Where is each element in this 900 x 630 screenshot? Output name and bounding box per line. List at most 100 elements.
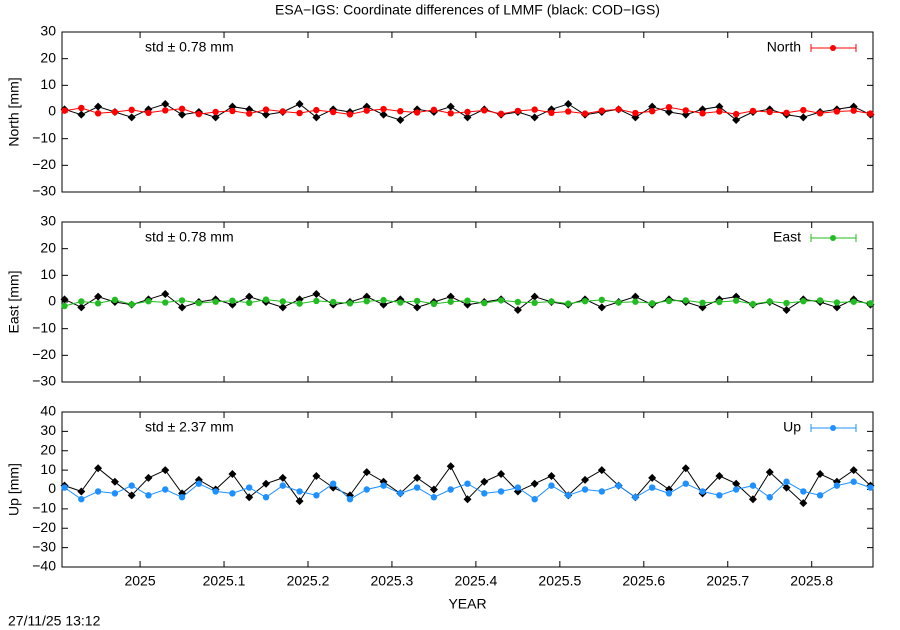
point	[397, 490, 404, 497]
point	[598, 107, 606, 114]
point	[648, 473, 657, 482]
point	[447, 486, 454, 493]
point	[480, 477, 489, 486]
point	[61, 484, 68, 491]
point	[766, 494, 773, 501]
y-tick-label: −10	[32, 129, 56, 145]
point	[447, 298, 454, 305]
point	[245, 292, 254, 301]
y-tick-label: 10	[40, 461, 56, 477]
x-tick-label: 2025.5	[538, 573, 581, 589]
point	[296, 300, 303, 307]
point	[497, 110, 505, 118]
point	[346, 111, 354, 118]
point	[716, 298, 723, 306]
point	[94, 464, 103, 473]
point	[464, 108, 471, 116]
point	[178, 105, 186, 113]
point	[531, 106, 538, 113]
point	[531, 299, 538, 306]
y-tick-label: 20	[40, 441, 56, 457]
point	[664, 108, 673, 116]
point	[698, 303, 707, 312]
point	[497, 470, 506, 478]
y-tick-label: 30	[40, 213, 56, 229]
point	[413, 484, 421, 491]
point	[329, 108, 337, 116]
point	[530, 292, 539, 301]
point	[531, 495, 538, 503]
point	[162, 486, 169, 493]
point	[60, 295, 69, 304]
point	[94, 292, 103, 301]
point	[446, 292, 455, 301]
point	[799, 499, 808, 508]
point	[397, 299, 404, 306]
point	[715, 102, 724, 111]
point	[816, 470, 825, 478]
y-tick-label: 10	[40, 266, 56, 282]
point	[77, 303, 86, 312]
point	[161, 290, 170, 298]
point	[765, 468, 774, 477]
std-annotation: std ± 0.78 mm	[145, 229, 234, 245]
point	[262, 494, 270, 501]
point	[413, 109, 421, 116]
point	[581, 475, 590, 484]
point	[783, 299, 790, 307]
x-tick-label: 2025.8	[790, 573, 833, 589]
point	[783, 478, 790, 485]
point	[229, 297, 236, 304]
legend-marker	[830, 45, 836, 51]
point	[278, 303, 287, 312]
point	[565, 492, 572, 499]
point	[380, 105, 387, 113]
point	[464, 297, 471, 304]
point	[279, 298, 287, 305]
point	[565, 108, 572, 115]
point	[867, 484, 874, 491]
point	[397, 108, 404, 115]
point	[799, 113, 808, 122]
point	[212, 298, 219, 305]
point	[766, 298, 773, 305]
point	[833, 482, 841, 489]
point	[380, 296, 387, 304]
chart-title: ESA−IGS: Coordinate differences of LMMF …	[275, 2, 660, 18]
point	[632, 298, 639, 305]
point	[312, 113, 321, 122]
point	[632, 109, 639, 117]
point	[800, 298, 807, 305]
point	[867, 300, 874, 307]
point	[715, 471, 724, 480]
point	[77, 110, 86, 119]
x-axis-label: YEAR	[448, 596, 486, 612]
point	[111, 490, 119, 497]
point	[682, 107, 689, 114]
y-axis-label: North [mm]	[6, 77, 22, 146]
point	[429, 485, 438, 494]
legend-marker	[830, 425, 836, 431]
point	[849, 466, 858, 475]
point	[648, 484, 656, 491]
y-axis-label: Up [mm]	[6, 463, 22, 516]
point	[363, 107, 370, 114]
point	[463, 495, 472, 504]
point	[296, 109, 303, 117]
y-tick-label: 30	[40, 23, 56, 39]
point	[279, 108, 287, 115]
point	[278, 473, 287, 482]
point	[682, 480, 689, 487]
point	[665, 297, 673, 305]
legend-marker	[830, 235, 836, 241]
point	[61, 107, 68, 114]
point	[94, 110, 102, 117]
point	[262, 479, 271, 488]
point	[430, 300, 438, 308]
point	[229, 107, 236, 115]
point	[681, 464, 690, 473]
point	[312, 471, 321, 480]
y-tick-label: −10	[32, 319, 56, 335]
x-tick-label: 2025.3	[371, 573, 414, 589]
point	[262, 106, 270, 113]
